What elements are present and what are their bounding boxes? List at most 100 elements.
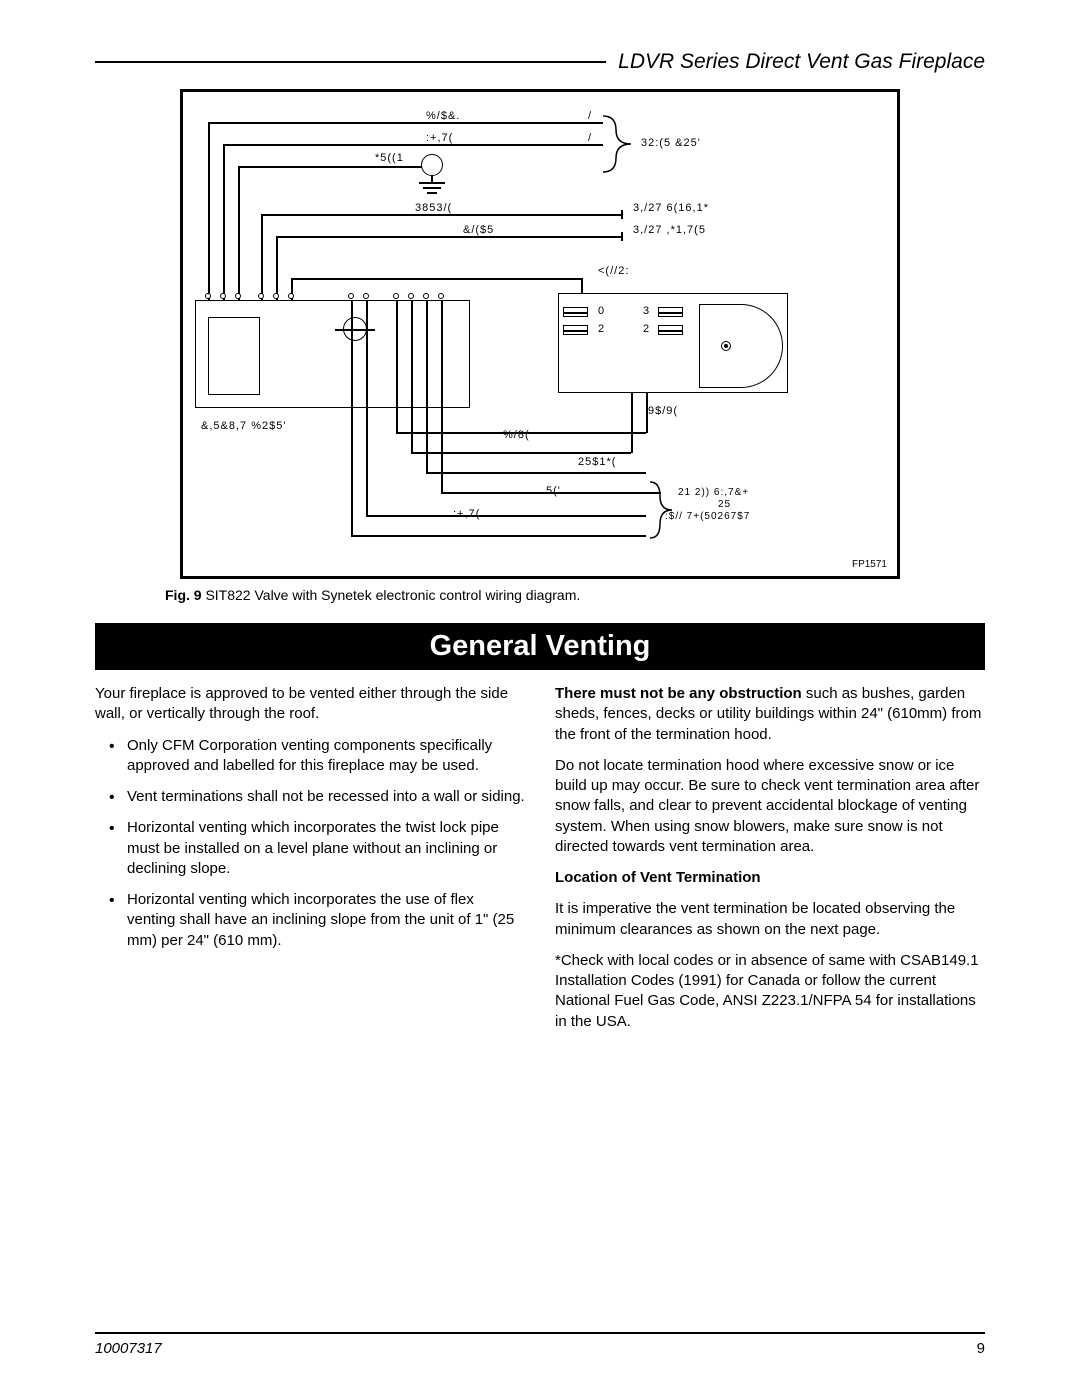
ground-line (427, 192, 437, 194)
wire (658, 330, 683, 332)
label-p: 3 (643, 305, 650, 317)
label-onoff: 21 2)) 6:,7&+ (678, 487, 749, 498)
label-clear: &/($5 (463, 224, 494, 236)
wire (261, 214, 621, 216)
caption-bold: Fig. 9 (165, 587, 202, 603)
header-title: LDVR Series Direct Vent Gas Fireplace (618, 50, 985, 74)
wire (396, 300, 398, 432)
wire (426, 300, 428, 472)
label-yellow: <(//2: (598, 265, 629, 277)
terminal-dot (258, 293, 264, 299)
list-item: Only CFM Corporation venting components … (113, 736, 525, 777)
subheading: Location of Vent Termination (555, 868, 985, 888)
footer-doc-number: 10007317 (95, 1340, 162, 1357)
intro-paragraph: Your fireplace is approved to be vented … (95, 684, 525, 725)
label-orange: 25$1*( (578, 456, 616, 468)
valve-dot-center (724, 344, 728, 348)
list-item: Horizontal venting which incorporates th… (113, 890, 525, 951)
terminal-dot (288, 293, 294, 299)
terminal-tick (621, 210, 623, 219)
bullet-list: Only CFM Corporation venting components … (95, 736, 525, 951)
wire (223, 144, 225, 300)
wire (223, 144, 603, 146)
terminal-dot (348, 293, 354, 299)
list-item: Vent terminations shall not be recessed … (113, 787, 525, 807)
wire (208, 122, 210, 300)
label-red: 5(' (546, 485, 561, 497)
label-valve: 9$/9( (648, 405, 678, 417)
terminal-dot (408, 293, 414, 299)
paragraph: Do not locate termination hood where exc… (555, 756, 985, 857)
column-left: Your fireplace is approved to be vented … (95, 684, 525, 1043)
wire (646, 393, 648, 433)
label-white: :+,7( (426, 132, 453, 144)
wire (276, 236, 621, 238)
brace-icon (648, 480, 678, 540)
circle-line (335, 329, 375, 331)
brace-icon (601, 114, 636, 174)
diagram-code: FP1571 (852, 559, 887, 570)
label-or: 25 (718, 499, 731, 510)
label-pilot-sensing: 3,/27 6(16,1* (633, 202, 709, 214)
footer-page-number: 9 (977, 1340, 985, 1357)
terminal-tick (621, 232, 623, 241)
wire (276, 236, 278, 300)
wiring-diagram: %/$&. / :+,7( / *5((1 32:(5 &25' 3853/( … (180, 89, 900, 579)
wire (411, 300, 413, 452)
wire (261, 214, 263, 300)
wire (411, 452, 631, 454)
column-right: There must not be any obstruction such a… (555, 684, 985, 1043)
wire (366, 300, 368, 515)
label-purple: 3853/( (415, 202, 452, 214)
terminal-dot (438, 293, 444, 299)
circuit-sub-box (208, 317, 260, 395)
label-pilot-igniter: 3,/27 ,*1,7(5 (633, 224, 706, 236)
wire (291, 278, 581, 280)
paragraph: There must not be any obstruction such a… (555, 684, 985, 745)
figure-caption: Fig. 9 SIT822 Valve with Synetek electro… (95, 587, 985, 603)
label-circuit-board: &,5&8,7 %2$5' (201, 420, 286, 432)
section-title: General Venting (95, 623, 985, 670)
bold-text: There must not be any obstruction (555, 685, 802, 702)
page-footer: 10007317 9 (95, 1332, 985, 1357)
label-green: *5((1 (375, 152, 404, 164)
wire (658, 312, 683, 314)
paragraph: It is imperative the vent termination be… (555, 899, 985, 940)
label-blue: %/8( (503, 429, 530, 441)
label-n: 2 (598, 323, 605, 335)
terminal-dot (363, 293, 369, 299)
wire (366, 515, 646, 517)
ground-line (419, 182, 445, 184)
wire (351, 535, 646, 537)
label-power-cord: 32:(5 &25' (641, 137, 701, 149)
list-item: Horizontal venting which incorporates th… (113, 818, 525, 879)
paragraph: *Check with local codes or in absence of… (555, 951, 985, 1032)
valve-dome (699, 304, 783, 388)
label-l2: / (588, 132, 592, 144)
label-o: 2 (643, 323, 650, 335)
ground-line (423, 187, 441, 189)
wire (208, 122, 603, 124)
wire (563, 330, 588, 332)
terminal-dot (205, 293, 211, 299)
terminal-dot (235, 293, 241, 299)
wire (238, 166, 240, 300)
label-wall-thermostat: :$// 7+(50267$7 (665, 511, 750, 522)
label-l1: / (588, 110, 592, 122)
label-m: 0 (598, 305, 605, 317)
ground-circle-icon (421, 154, 443, 176)
terminal-dot (423, 293, 429, 299)
page-header: LDVR Series Direct Vent Gas Fireplace (95, 50, 985, 74)
header-rule (95, 61, 606, 63)
label-black: %/$&. (426, 110, 460, 122)
wire (631, 393, 633, 453)
terminal-dot (273, 293, 279, 299)
wire (563, 312, 588, 314)
label-white2: :+,7( (453, 508, 480, 520)
wire (426, 472, 646, 474)
content-columns: Your fireplace is approved to be vented … (95, 684, 985, 1043)
caption-text: SIT822 Valve with Synetek electronic con… (202, 587, 581, 603)
terminal-dot (220, 293, 226, 299)
wire (351, 300, 353, 535)
terminal-dot (393, 293, 399, 299)
